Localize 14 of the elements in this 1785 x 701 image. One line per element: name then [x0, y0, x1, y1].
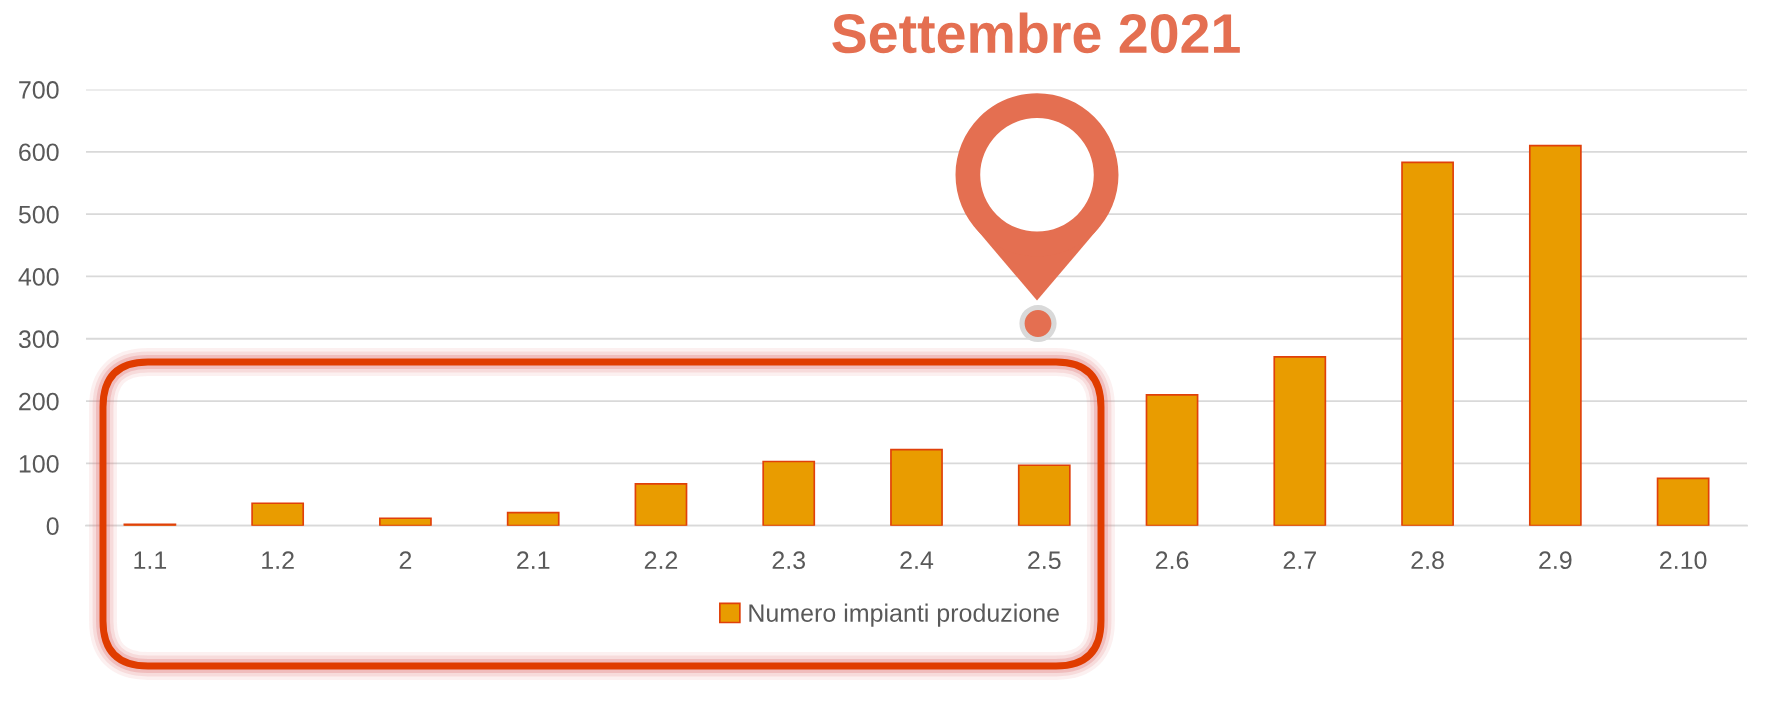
y-tick-label: 200 [19, 392, 59, 411]
x-tick-label: 2.7 [1283, 551, 1316, 569]
x-tick-label: 2.9 [1539, 551, 1572, 570]
y-tick-label: 100 [19, 454, 59, 473]
x-tick-label: 2.10 [1660, 551, 1707, 570]
x-tick-label: 2.8 [1411, 551, 1444, 570]
y-tick-label: 700 [19, 81, 59, 99]
y-tick-label: 0 [46, 517, 59, 535]
y-tick-label: 500 [18, 205, 59, 224]
chart-title: Settembre 2021 [832, 12, 1240, 54]
y-tick-label: 600 [19, 143, 59, 162]
y-tick-label: 400 [18, 268, 59, 286]
x-tick-label: 2.6 [1155, 551, 1189, 570]
y-tick-label: 300 [18, 330, 59, 349]
